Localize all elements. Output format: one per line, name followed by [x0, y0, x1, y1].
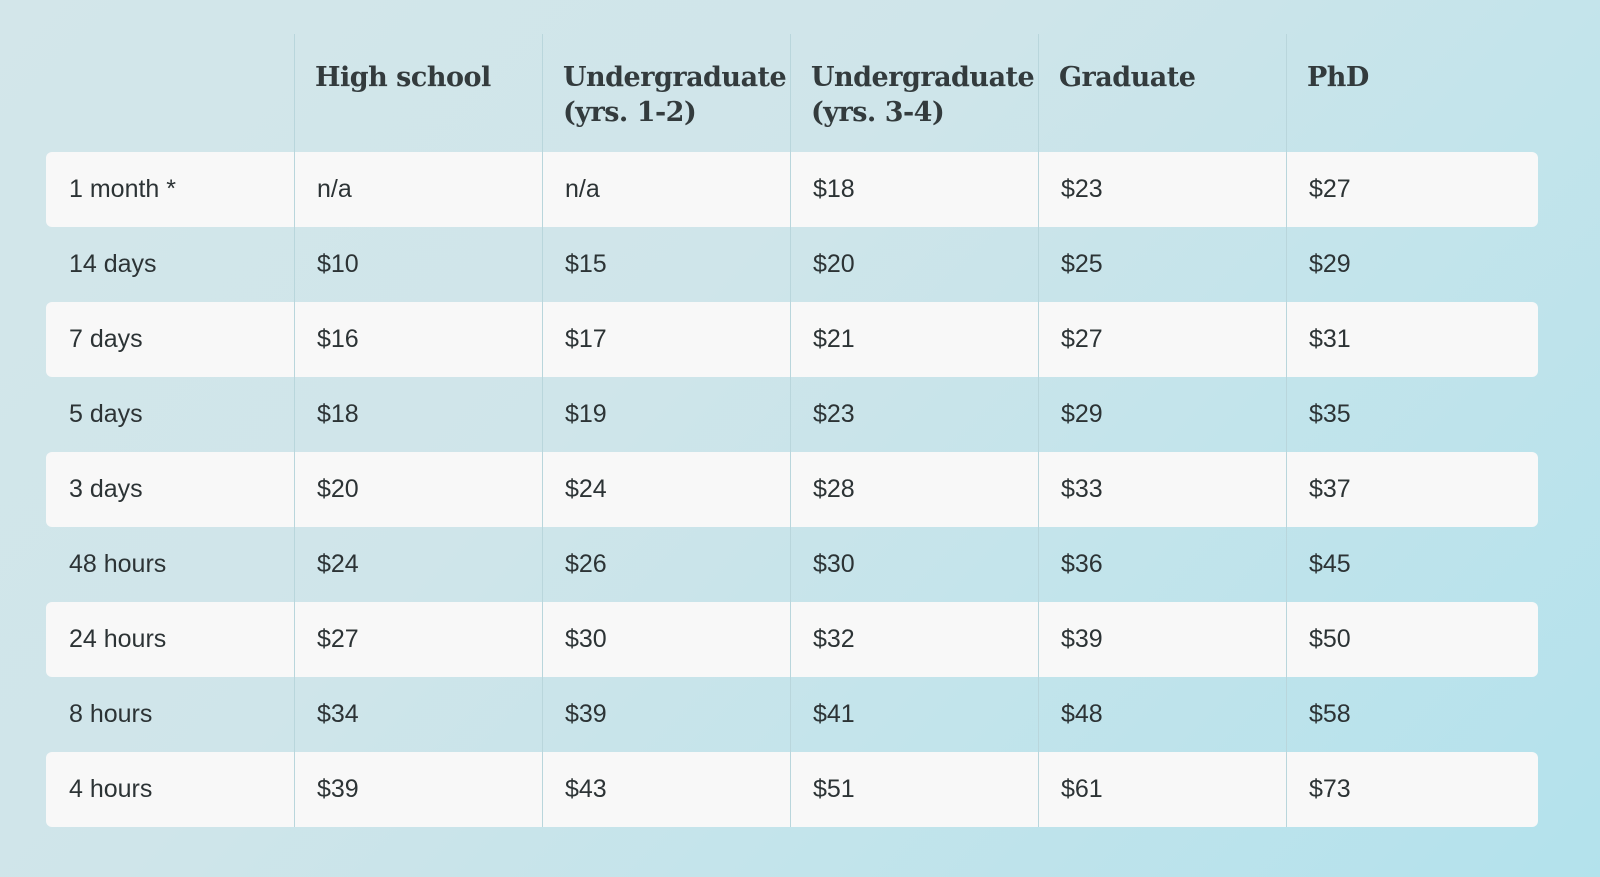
price-cell: $18 — [294, 377, 542, 452]
table-row: 7 days $16 $17 $21 $27 $31 — [46, 302, 1538, 377]
deadline-cell: 3 days — [69, 475, 143, 503]
price-cell: $18 — [790, 152, 1038, 227]
deadline-cell: 14 days — [69, 250, 157, 278]
price-cell: $50 — [1286, 602, 1538, 677]
deadline-cell: 48 hours — [69, 550, 167, 578]
price-cell: $20 — [294, 452, 542, 527]
price-cell: $51 — [790, 752, 1038, 827]
header-cell-blank — [46, 34, 294, 152]
table-header-row: High school Undergraduate (yrs. 1-2) Und… — [46, 34, 1538, 152]
price-cell: $26 — [542, 527, 790, 602]
price-cell: $27 — [1286, 152, 1538, 227]
price-cell: $36 — [1038, 527, 1286, 602]
price-cell: $45 — [1286, 527, 1538, 602]
price-cell: n/a — [294, 152, 542, 227]
price-cell: n/a — [542, 152, 790, 227]
price-cell: $16 — [294, 302, 542, 377]
table-row: 4 hours $39 $43 $51 $61 $73 — [46, 752, 1538, 827]
price-cell: $43 — [542, 752, 790, 827]
price-cell: $21 — [790, 302, 1038, 377]
price-cell: $10 — [294, 227, 542, 302]
price-cell: $39 — [294, 752, 542, 827]
price-cell: $30 — [790, 527, 1038, 602]
price-cell: $33 — [1038, 452, 1286, 527]
price-cell: $20 — [790, 227, 1038, 302]
table-row: 14 days $10 $15 $20 $25 $29 — [46, 227, 1538, 302]
deadline-cell: 8 hours — [69, 700, 153, 728]
price-cell: $48 — [1038, 677, 1286, 752]
price-cell: $17 — [542, 302, 790, 377]
deadline-cell: 4 hours — [69, 775, 153, 803]
price-cell: $41 — [790, 677, 1038, 752]
deadline-cell: 5 days — [69, 400, 143, 428]
price-cell: $23 — [1038, 152, 1286, 227]
price-cell: $15 — [542, 227, 790, 302]
price-cell: $32 — [790, 602, 1038, 677]
price-cell: $73 — [1286, 752, 1538, 827]
table-row: 24 hours $27 $30 $32 $39 $50 — [46, 602, 1538, 677]
table-row: 8 hours $34 $39 $41 $48 $58 — [46, 677, 1538, 752]
header-phd: PhD — [1286, 34, 1538, 152]
price-cell: $35 — [1286, 377, 1538, 452]
header-undergraduate-1-2: Undergraduate (yrs. 1-2) — [542, 34, 790, 152]
deadline-cell: 24 hours — [69, 625, 167, 653]
price-cell: $25 — [1038, 227, 1286, 302]
price-cell: $23 — [790, 377, 1038, 452]
price-cell: $61 — [1038, 752, 1286, 827]
price-cell: $39 — [542, 677, 790, 752]
price-cell: $58 — [1286, 677, 1538, 752]
price-cell: $39 — [1038, 602, 1286, 677]
header-graduate: Graduate — [1038, 34, 1286, 152]
price-cell: $30 — [542, 602, 790, 677]
table-row: 1 month * n/a n/a $18 $23 $27 — [46, 152, 1538, 227]
price-cell: $24 — [294, 527, 542, 602]
price-cell: $19 — [542, 377, 790, 452]
table-row: 5 days $18 $19 $23 $29 $35 — [46, 377, 1538, 452]
price-cell: $29 — [1286, 227, 1538, 302]
price-cell: $29 — [1038, 377, 1286, 452]
header-high-school: High school — [294, 34, 542, 152]
price-table: High school Undergraduate (yrs. 1-2) Und… — [46, 34, 1538, 827]
price-cell: $27 — [294, 602, 542, 677]
price-cell: $31 — [1286, 302, 1538, 377]
price-cell: $37 — [1286, 452, 1538, 527]
header-undergraduate-3-4: Undergraduate (yrs. 3-4) — [790, 34, 1038, 152]
deadline-cell: 7 days — [69, 325, 143, 353]
deadline-cell: 1 month * — [69, 175, 177, 203]
price-cell: $24 — [542, 452, 790, 527]
price-cell: $34 — [294, 677, 542, 752]
table-row: 3 days $20 $24 $28 $33 $37 — [46, 452, 1538, 527]
table-row: 48 hours $24 $26 $30 $36 $45 — [46, 527, 1538, 602]
price-cell: $28 — [790, 452, 1038, 527]
price-cell: $27 — [1038, 302, 1286, 377]
